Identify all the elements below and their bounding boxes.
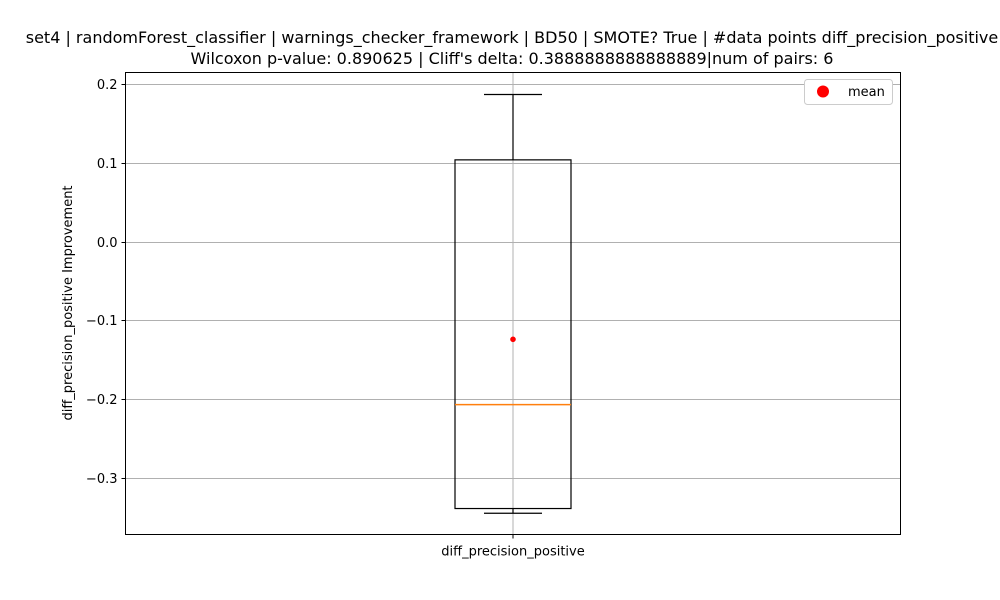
chart-title-line2: Wilcoxon p-value: 0.890625 | Cliff's del… xyxy=(191,49,834,68)
x-tick-label: diff_precision_positive xyxy=(441,545,584,560)
y-axis-ticks: 0.2 0.1 0.0 −0.1 −0.2 −0.3 xyxy=(86,78,126,487)
y-tick-label: 0.0 xyxy=(97,236,118,251)
legend-mean-label: mean xyxy=(848,85,885,100)
x-axis-ticks: diff_precision_positive xyxy=(441,534,585,560)
legend-frame xyxy=(804,79,893,105)
plot-area xyxy=(454,93,572,514)
y-tick-label: −0.3 xyxy=(86,472,118,487)
legend-mean-marker xyxy=(817,85,829,98)
chart-title-line1: set4 | randomForest_classifier | warning… xyxy=(26,28,999,48)
y-tick-label: −0.1 xyxy=(86,314,118,329)
mean-point xyxy=(510,336,516,343)
legend: mean xyxy=(804,79,893,105)
y-tick-label: 0.1 xyxy=(97,157,118,172)
box-iqr xyxy=(454,159,572,510)
y-axis-label: diff_precision_positive Improvement xyxy=(61,185,76,420)
y-tick-label: 0.2 xyxy=(97,78,118,93)
y-tick-label: −0.2 xyxy=(86,393,118,408)
